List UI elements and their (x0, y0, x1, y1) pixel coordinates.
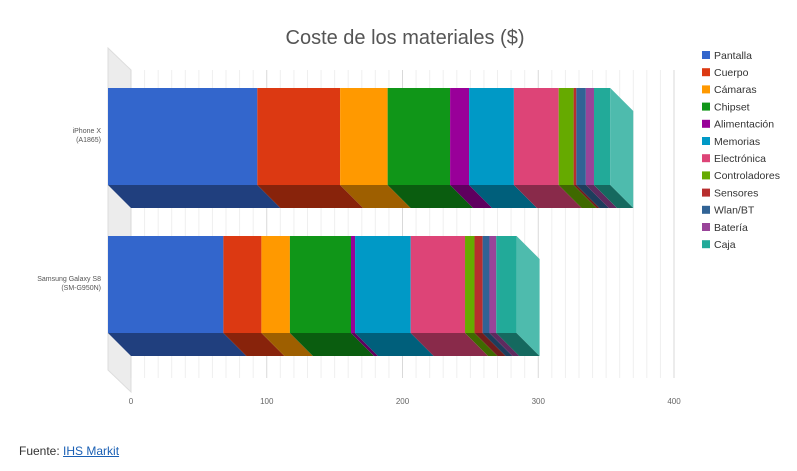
bar-segment (257, 88, 341, 185)
source-link[interactable]: IHS Markit (63, 444, 120, 458)
bar-segment (576, 88, 586, 185)
category-label: (A1865) (76, 137, 101, 144)
legend-item-label: Chipset (714, 101, 750, 113)
bar-depth-segment (558, 185, 597, 208)
legend-swatch (702, 51, 710, 59)
bar-depth-segment (585, 185, 617, 208)
legend-swatch (702, 205, 710, 214)
legend-item-label: Batería (714, 222, 748, 234)
legend-item-label: Wlan/BT (714, 205, 755, 217)
chart-title: Coste de los materiales ($) (286, 27, 525, 49)
bar-segment (108, 236, 224, 333)
bar-segment (474, 236, 483, 333)
bar-segment (482, 236, 490, 333)
bar-segment (558, 88, 574, 185)
legend-swatch (702, 68, 710, 77)
bar-segment (489, 236, 497, 333)
bar-depth-segment (257, 185, 364, 208)
x-tick-label: 300 (532, 397, 546, 406)
bar-end-cap (610, 88, 634, 208)
legend-swatch (702, 188, 710, 197)
bar-depth-segment (223, 333, 285, 356)
legend-item-label: Cuerpo (714, 67, 749, 79)
bar-segment (513, 88, 559, 185)
bar-segment (108, 88, 258, 185)
bar-depth-segment (355, 333, 434, 356)
legend-swatch (702, 240, 710, 249)
bar-segment (289, 236, 351, 333)
bar-segment (469, 88, 514, 185)
bar-depth-segment (350, 333, 379, 356)
bar-depth-segment (576, 185, 609, 208)
bar-segment (355, 236, 411, 333)
bar-segment (496, 236, 517, 333)
bar-segment (450, 88, 470, 185)
bar-depth-segment (465, 333, 498, 356)
legend-item-label: Controladores (714, 170, 780, 182)
bar-depth-segment (469, 185, 537, 208)
legend-item-label: Memorias (714, 136, 760, 148)
legend-item-label: Sensores (714, 187, 758, 199)
legend-swatch (702, 119, 710, 128)
legend-swatch (702, 223, 710, 231)
legend-swatch (702, 102, 710, 111)
legend-swatch (702, 85, 710, 94)
legend-swatch (702, 171, 710, 180)
legend-item-label: Alimentación (714, 119, 774, 131)
bar-segment (410, 236, 466, 333)
bar-depth-segment (513, 185, 582, 208)
x-tick-label: 400 (667, 397, 681, 406)
bar-segment (465, 236, 475, 333)
x-tick-label: 100 (260, 397, 274, 406)
bar-depth-segment (496, 333, 540, 356)
bar-segment (573, 88, 577, 185)
source-note: Fuente: IHS Markit (19, 444, 119, 458)
category-label: iPhone X (73, 128, 102, 135)
bar-segment (387, 88, 451, 185)
bar-segment (223, 236, 262, 333)
legend-swatch (702, 154, 710, 163)
bar-depth-segment (387, 185, 474, 208)
bar-depth-segment (450, 185, 493, 208)
bar-depth-segment (289, 333, 374, 356)
legend-swatch (702, 137, 710, 145)
category-label: Samsung Galaxy S8 (37, 276, 101, 283)
legend-item-label: Caja (714, 239, 736, 251)
bar-depth-segment (108, 333, 247, 356)
bar-depth-segment (489, 333, 520, 356)
x-tick-label: 0 (129, 397, 134, 406)
legend-item-label: Cámaras (714, 84, 757, 96)
source-prefix: Fuente: (19, 444, 60, 458)
category-label: (SM-G950N) (61, 285, 101, 292)
bar-depth-segment (474, 333, 506, 356)
bar-depth-segment (573, 185, 600, 208)
bar-depth-segment (340, 185, 411, 208)
bar-depth-segment (482, 333, 513, 356)
bar-depth-segment (261, 333, 313, 356)
legend-item-label: Electrónica (714, 153, 766, 165)
bar-depth-segment (410, 333, 489, 356)
bar-end-cap (516, 236, 540, 356)
bar-depth-segment (108, 185, 281, 208)
bar-segment (350, 236, 356, 333)
x-tick-label: 200 (396, 397, 410, 406)
legend-item-label: Pantalla (714, 50, 752, 62)
bar-segment (261, 236, 290, 333)
bar-segment (585, 88, 594, 185)
bar-segment (593, 88, 611, 185)
bar-depth-segment (593, 185, 634, 208)
bar-segment (340, 88, 388, 185)
